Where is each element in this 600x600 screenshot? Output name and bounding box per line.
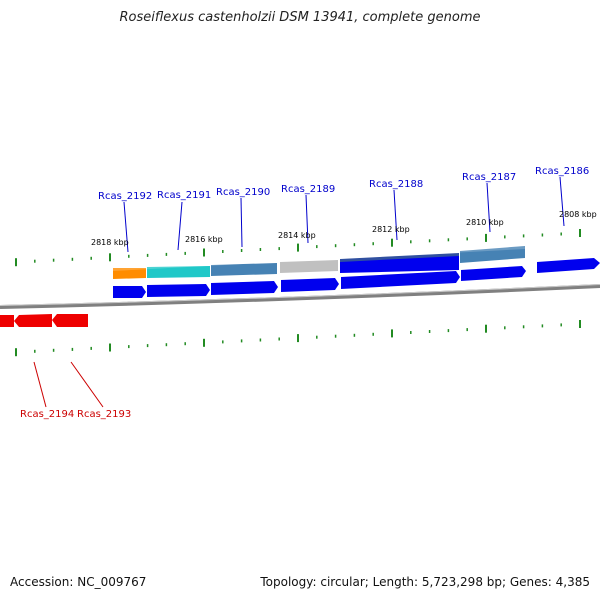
- gene-arrow-rcas-2187[interactable]: [461, 266, 526, 281]
- kbp-label-2816: 2816 kbp: [185, 235, 223, 244]
- feature-bar-rcas-2192[interactable]: [113, 268, 146, 279]
- upper-scale-ticks: [15, 229, 581, 267]
- reverse-label-leaders: [33, 361, 104, 408]
- accession-text: Accession: NC_009767: [10, 575, 147, 589]
- gene-label-rcas-2187[interactable]: Rcas_2187: [462, 172, 516, 183]
- gene-label-rcas-2192[interactable]: Rcas_2192: [98, 191, 152, 202]
- gene-arrow-rcas-2189[interactable]: [281, 278, 339, 292]
- gene-arrow-rcas-2190[interactable]: [211, 281, 278, 295]
- gene-arrow-rcas-2188[interactable]: [341, 271, 460, 289]
- reverse-genes: [0, 314, 88, 327]
- feature-bar-rcas-2190[interactable]: [211, 263, 277, 276]
- gene-arrow-rcas-2191[interactable]: [147, 284, 210, 297]
- forward-genes: [113, 256, 600, 298]
- gene-arrow-rcas-2194[interactable]: [14, 314, 52, 327]
- kbp-label-2818: 2818 kbp: [91, 238, 129, 247]
- reverse-gene-labels: Rcas_2194 Rcas_2193: [20, 409, 131, 420]
- kbp-label-2812: 2812 kbp: [372, 225, 410, 234]
- feature-bar-rcas-2191[interactable]: [147, 266, 210, 278]
- feature-bar-rcas-2187[interactable]: [460, 246, 525, 263]
- gene-label-rcas-2194[interactable]: Rcas_2194: [20, 409, 74, 420]
- feature-bar-sheen: [113, 246, 525, 271]
- gene-arrow-rcas-2192[interactable]: [113, 286, 146, 298]
- kbp-label-2814: 2814 kbp: [278, 231, 316, 240]
- gene-label-rcas-2186[interactable]: Rcas_2186: [535, 166, 589, 177]
- gene-arrow-rcas-2193[interactable]: [52, 314, 88, 327]
- gene-arrow-left-1[interactable]: [0, 315, 14, 327]
- kbp-label-2810: 2810 kbp: [466, 218, 504, 227]
- gene-label-rcas-2193[interactable]: Rcas_2193: [77, 409, 131, 420]
- gene-label-rcas-2188[interactable]: Rcas_2188: [369, 179, 423, 190]
- forward-label-leaders: [123, 176, 565, 253]
- feature-bar-rcas-2189[interactable]: [280, 260, 338, 273]
- gene-label-rcas-2191[interactable]: Rcas_2191: [157, 190, 211, 201]
- gene-arrow-rcas-2186[interactable]: [537, 258, 600, 273]
- gene-arrow-rcas-2188b[interactable]: [340, 256, 459, 273]
- lower-scale-ticks: [15, 320, 581, 357]
- kbp-scale-labels: 2818 kbp 2816 kbp 2814 kbp 2812 kbp 2810…: [91, 210, 597, 247]
- kbp-label-2808: 2808 kbp: [559, 210, 597, 219]
- gene-label-rcas-2190[interactable]: Rcas_2190: [216, 187, 270, 198]
- genome-title: Roseiflexus castenholzii DSM 13941, comp…: [119, 10, 481, 25]
- forward-gene-labels: Rcas_2192 Rcas_2191 Rcas_2190 Rcas_2189 …: [98, 166, 589, 202]
- genome-backbone: [0, 284, 600, 309]
- genome-stats-text: Topology: circular; Length: 5,723,298 bp…: [260, 575, 590, 589]
- gene-label-rcas-2189[interactable]: Rcas_2189: [281, 184, 335, 195]
- genome-backbone-highlight: [0, 284, 600, 306]
